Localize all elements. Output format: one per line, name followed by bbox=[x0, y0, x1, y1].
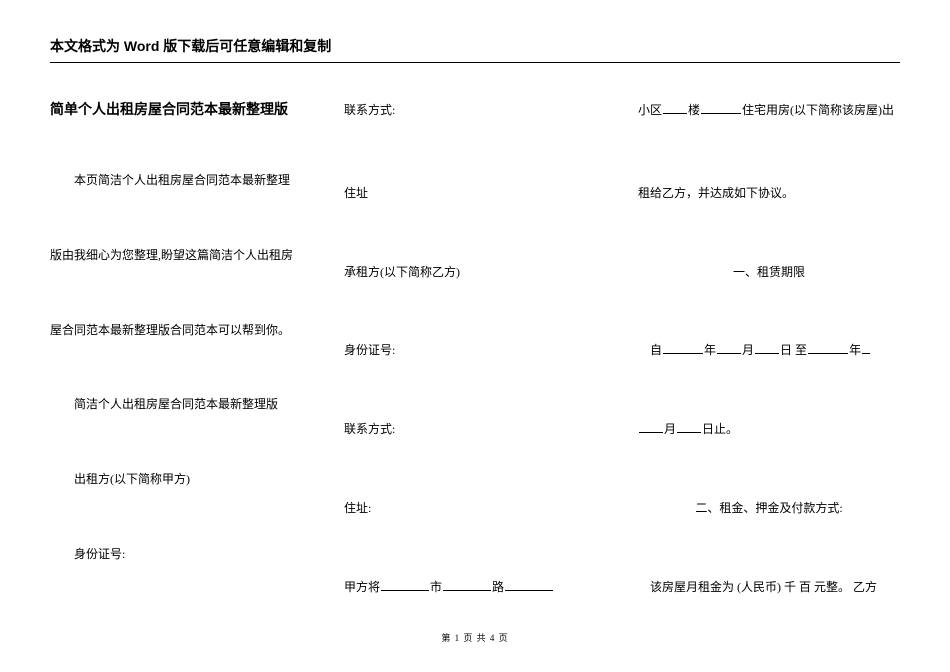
lessor-address-label: 住址 bbox=[344, 182, 606, 205]
blank-community bbox=[663, 100, 687, 114]
blank-year2 bbox=[808, 340, 848, 354]
lessor-contact-label: 联系方式: bbox=[344, 99, 606, 122]
blank-after-road bbox=[505, 577, 553, 591]
property-unit-line: 小区 楼 住宅用房(以下简称该房屋)出 bbox=[638, 99, 900, 122]
lessee-label: 承租方(以下简称乙方) bbox=[344, 261, 606, 284]
section-2-title: 二、租金、押金及付款方式: bbox=[638, 497, 900, 520]
subtitle: 简洁个人出租房屋合同范本最新整理版 bbox=[50, 393, 312, 416]
document-title: 简单个人出租房屋合同范本最新整理版 bbox=[50, 99, 312, 119]
column-1: 简单个人出租房屋合同范本最新整理版 本页简洁个人出租房屋合同范本最新整理 版由我… bbox=[50, 99, 328, 618]
text-lou: 楼 bbox=[688, 103, 700, 117]
blank-city bbox=[381, 577, 429, 591]
text-rizhi: 日 至 bbox=[780, 343, 807, 357]
column-3: 小区 楼 住宅用房(以下简称该房屋)出 租给乙方，并达成如下协议。 一、租赁期限 自… bbox=[622, 99, 900, 618]
blank-building bbox=[701, 100, 741, 114]
blank-year1 bbox=[663, 340, 703, 354]
text-house-desc: 住宅用房(以下简称该房屋)出 bbox=[742, 103, 894, 117]
lessee-address-label: 住址: bbox=[344, 497, 606, 520]
lease-period-to: 月 日止。 bbox=[638, 418, 900, 441]
text-xiaoqu: 小区 bbox=[638, 103, 662, 117]
text-nian2: 年 bbox=[849, 343, 861, 357]
text-shi: 市 bbox=[430, 580, 442, 594]
blank-day2 bbox=[677, 419, 701, 433]
lessee-id-label: 身份证号: bbox=[344, 339, 606, 362]
text-rent: 该房屋月租金为 (人民币) 千 百 元整。 乙方 bbox=[650, 580, 877, 594]
text-yue1: 月 bbox=[742, 343, 754, 357]
intro-p1: 本页简洁个人出租房屋合同范本最新整理 bbox=[50, 169, 312, 192]
lessee-contact-label: 联系方式: bbox=[344, 418, 606, 441]
agreement-line: 租给乙方，并达成如下协议。 bbox=[638, 182, 900, 205]
text-zi: 自 bbox=[650, 343, 662, 357]
text-rizhi2: 日止。 bbox=[702, 422, 738, 436]
text-lu: 路 bbox=[492, 580, 504, 594]
blank-month1 bbox=[717, 340, 741, 354]
intro-p2: 版由我细心为您整理,盼望这篇简洁个人出租房 bbox=[50, 244, 312, 267]
document-page: 本文格式为 Word 版下载后可任意编辑和复制 简单个人出租房屋合同范本最新整理… bbox=[0, 0, 950, 672]
column-2: 联系方式: 住址 承租方(以下简称乙方) 身份证号: 联系方式: 住址: 甲方将… bbox=[328, 99, 622, 618]
lessor-label: 出租方(以下简称甲方) bbox=[50, 468, 312, 491]
blank-month-trail bbox=[862, 340, 870, 354]
rent-amount-line: 该房屋月租金为 (人民币) 千 百 元整。 乙方 bbox=[638, 576, 900, 599]
text-yue2: 月 bbox=[664, 422, 676, 436]
blank-day1 bbox=[755, 340, 779, 354]
content-columns: 简单个人出租房屋合同范本最新整理版 本页简洁个人出租房屋合同范本最新整理 版由我… bbox=[50, 99, 900, 618]
blank-road bbox=[443, 577, 491, 591]
section-1-title: 一、租赁期限 bbox=[638, 261, 900, 284]
text-jiafang: 甲方将 bbox=[344, 580, 380, 594]
page-footer: 第 1 页 共 4 页 bbox=[0, 631, 950, 644]
text-nian1: 年 bbox=[704, 343, 716, 357]
blank-month2 bbox=[639, 419, 663, 433]
intro-p3: 屋合同范本最新整理版合同范本可以帮到你。 bbox=[50, 319, 312, 342]
property-location-line: 甲方将 市 路 bbox=[344, 576, 606, 599]
lease-period-from: 自年月日 至年 bbox=[638, 339, 900, 362]
header-notice: 本文格式为 Word 版下载后可任意编辑和复制 bbox=[50, 36, 900, 63]
lessor-id-label: 身份证号: bbox=[50, 543, 312, 566]
